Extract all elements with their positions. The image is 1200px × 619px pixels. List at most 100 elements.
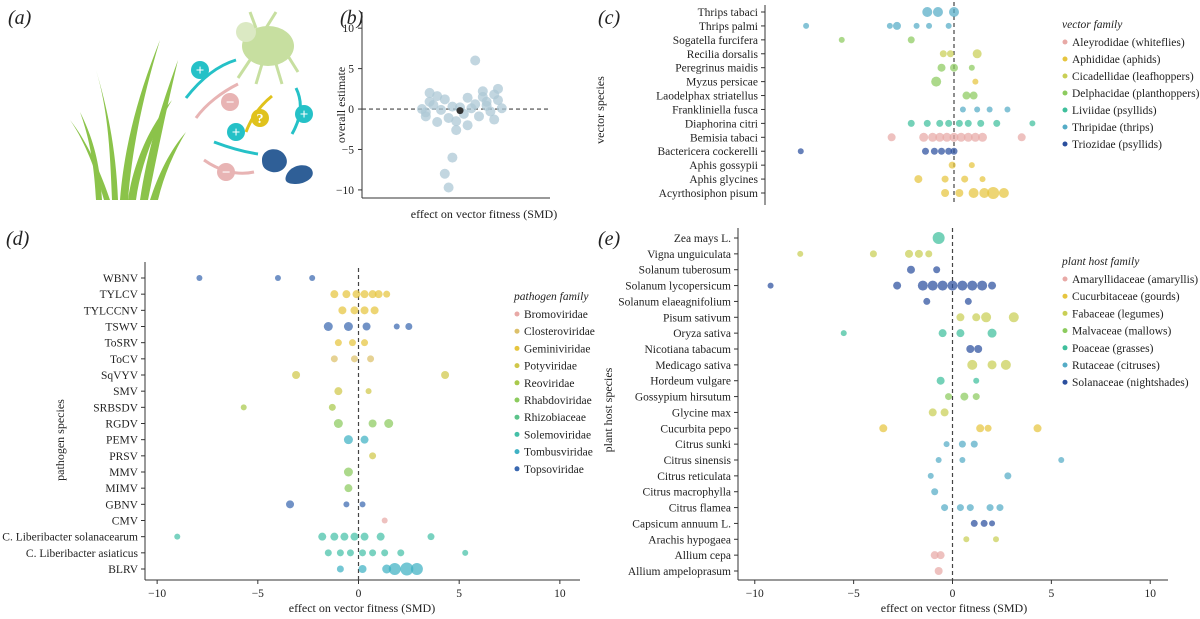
negative-sign-icon	[217, 163, 235, 181]
category-label: Arachis hypogaea	[648, 534, 731, 546]
legend-entry: Aleyrodidae (whiteflies)	[1072, 37, 1185, 49]
data-point	[240, 404, 247, 411]
data-point	[462, 92, 473, 103]
data-point	[334, 387, 343, 396]
legend-entry: Tombusviridae	[524, 447, 593, 459]
data-point	[383, 290, 391, 298]
data-point	[330, 532, 339, 541]
data-point	[441, 371, 450, 379]
data-point	[360, 290, 369, 299]
data-point	[996, 504, 1004, 512]
data-point	[879, 424, 888, 433]
data-point	[328, 403, 336, 411]
data-point	[359, 501, 366, 508]
data-point	[400, 562, 414, 576]
data-point	[945, 147, 953, 155]
data-point	[496, 103, 507, 114]
data-point	[340, 532, 349, 541]
category-label: Citrus flamea	[669, 503, 731, 515]
data-point	[286, 500, 295, 509]
panel-b-points	[362, 55, 550, 193]
data-point	[343, 467, 353, 477]
data-point	[384, 419, 394, 428]
data-point	[927, 472, 934, 479]
data-point	[477, 86, 488, 97]
data-point	[462, 549, 469, 556]
data-point	[1000, 359, 1011, 370]
data-point	[970, 440, 978, 448]
category-label: Bactericera cockerelli	[657, 146, 758, 158]
data-point	[388, 563, 401, 575]
data-point	[324, 549, 332, 557]
panel-e-x-label: effect on vector fitness (SMD)	[881, 601, 1027, 615]
data-point	[906, 265, 915, 274]
panel-d-category-labels: WBNV TYLCV TYLCCNV TSWV ToSRV ToCV SqVYV SMV SRB…	[2, 273, 145, 576]
panel-c-category-labels: Thrips tabaci Thrips palmi Sogatella furci…	[656, 7, 765, 200]
data-point	[938, 147, 946, 155]
category-label: Cucurbita pepo	[660, 423, 731, 435]
data-point	[932, 232, 945, 244]
panel-d-legend: pathogen family Bromoviridae Closterovirid…	[513, 291, 595, 476]
legend-swatch	[514, 466, 520, 472]
data-point	[466, 103, 477, 114]
data-point	[767, 282, 774, 289]
data-point	[988, 281, 997, 290]
data-point	[447, 101, 458, 112]
sign-label: ?	[257, 112, 264, 127]
category-label: Allium ampeloprasum	[628, 566, 731, 578]
legend-entry: Aphididae (aphids)	[1072, 54, 1161, 66]
data-point	[348, 339, 356, 347]
category-label: Aphis glycines	[689, 174, 758, 186]
data-point	[489, 89, 500, 100]
category-label: SRBSDV	[93, 402, 138, 414]
data-point	[1017, 133, 1026, 142]
data-point	[928, 408, 937, 417]
category-label: ToSRV	[105, 338, 139, 350]
data-point	[424, 87, 435, 98]
category-label: TYLCV	[100, 289, 139, 301]
panel-e-legend: plant host family Amaryllidaceae (amaryll…	[1061, 256, 1198, 389]
data-point	[797, 148, 804, 155]
category-label: PEMV	[106, 435, 139, 447]
data-point	[998, 188, 1009, 198]
legend-entry: Solemoviridae	[524, 429, 591, 441]
data-point	[361, 339, 369, 347]
legend-swatch	[1062, 310, 1068, 316]
legend-swatch	[1062, 73, 1068, 79]
data-point	[840, 330, 847, 337]
data-point	[432, 91, 443, 102]
data-point	[974, 345, 983, 353]
category-label: Thrips palmi	[699, 21, 758, 33]
category-label: Solanum lycopersicum	[625, 281, 731, 293]
category-label: Diaphorina citri	[685, 118, 758, 130]
data-point	[436, 104, 446, 115]
legend-swatch	[1062, 379, 1068, 385]
data-point	[949, 7, 959, 17]
data-point	[956, 329, 965, 338]
legend-entry: Liviidae (psyllids)	[1072, 105, 1157, 117]
data-point	[330, 290, 339, 299]
panel-b-y-ticks: 10 5 0 −5 −10	[336, 23, 362, 197]
data-point	[410, 563, 423, 575]
data-point	[376, 532, 385, 541]
data-point	[360, 435, 369, 444]
x-tick-label: 0	[356, 588, 362, 600]
category-label: Citrus macrophylla	[643, 487, 731, 499]
data-point	[943, 441, 950, 448]
data-point	[914, 175, 923, 184]
data-point	[987, 328, 997, 338]
data-point	[986, 504, 994, 512]
data-point	[323, 322, 333, 331]
data-point	[925, 250, 933, 258]
data-point	[892, 21, 901, 30]
data-point	[972, 78, 979, 85]
data-point	[959, 457, 966, 463]
negative-sign-icon	[221, 93, 239, 111]
data-point	[987, 187, 1000, 199]
legend-swatch	[1062, 39, 1068, 45]
legend-entry: Topsoviridae	[524, 464, 584, 476]
data-point	[360, 306, 369, 315]
data-point	[334, 339, 342, 347]
data-point	[979, 176, 986, 183]
